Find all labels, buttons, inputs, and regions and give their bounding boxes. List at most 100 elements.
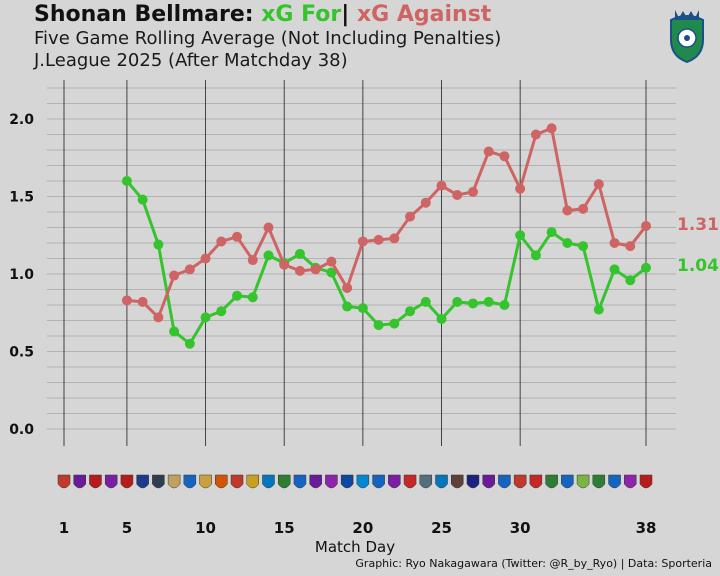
data-point bbox=[169, 326, 180, 337]
data-point bbox=[562, 205, 573, 216]
data-point bbox=[625, 275, 636, 286]
chart-subtitle-1: Five Game Rolling Average (Not Including… bbox=[34, 28, 502, 49]
data-point bbox=[263, 250, 274, 261]
opponent-badge-icon bbox=[262, 474, 275, 489]
opponent-badge-icon bbox=[513, 474, 527, 489]
data-point bbox=[546, 123, 557, 134]
data-point bbox=[153, 239, 164, 250]
opponent-badge-icon bbox=[624, 474, 637, 489]
opponent-badge-icon bbox=[104, 474, 118, 489]
series-line bbox=[126, 126, 648, 319]
y-tick-label: 0.0 bbox=[9, 422, 34, 438]
data-point bbox=[499, 300, 510, 310]
data-point bbox=[153, 312, 164, 323]
title-separator: | bbox=[341, 2, 350, 27]
data-point bbox=[499, 151, 510, 162]
data-point bbox=[641, 220, 651, 231]
data-point bbox=[121, 176, 132, 186]
data-point bbox=[530, 250, 541, 261]
data-point bbox=[342, 301, 353, 312]
data-point bbox=[200, 312, 211, 323]
data-point bbox=[342, 282, 353, 293]
data-point bbox=[546, 227, 557, 238]
data-point bbox=[593, 179, 604, 190]
data-point bbox=[121, 295, 132, 306]
x-tick-label: 15 bbox=[274, 519, 295, 537]
credit-text: Graphic: Ryo Nakagawara (Twitter: @R_by_… bbox=[355, 557, 712, 570]
data-point bbox=[405, 306, 416, 317]
data-point bbox=[326, 267, 337, 278]
data-point bbox=[232, 231, 243, 242]
opponent-badge-icon bbox=[230, 474, 244, 489]
opponent-badge-icon bbox=[529, 474, 543, 489]
opponent-badge-icon bbox=[576, 474, 590, 489]
x-axis-label: Match Day bbox=[314, 538, 396, 556]
data-point bbox=[420, 197, 431, 208]
x-tick-label: 38 bbox=[636, 519, 657, 537]
y-tick-label: 2.0 bbox=[9, 112, 34, 128]
data-point bbox=[184, 264, 195, 275]
data-point bbox=[247, 255, 258, 266]
opponent-badge-icon bbox=[561, 474, 574, 489]
x-tick-label: 30 bbox=[510, 519, 531, 537]
opponent-badge-icon bbox=[293, 474, 307, 489]
data-point bbox=[373, 234, 384, 245]
opponent-badge-icon bbox=[73, 474, 86, 489]
opponent-badge-icon bbox=[309, 474, 322, 489]
opponent-badge-icon bbox=[152, 474, 165, 489]
series-end-label: 1.31 bbox=[677, 215, 719, 235]
data-point bbox=[452, 189, 463, 200]
chart-subtitle-2: J.League 2025 (After Matchday 38) bbox=[34, 50, 348, 71]
title-xg-for: xG For bbox=[261, 2, 342, 27]
data-point bbox=[562, 238, 573, 248]
data-point bbox=[578, 203, 589, 214]
data-point bbox=[200, 253, 211, 264]
opponent-badge-icon bbox=[545, 474, 558, 489]
opponent-badge-icon bbox=[639, 474, 653, 489]
data-point bbox=[216, 236, 227, 247]
data-point bbox=[294, 265, 305, 276]
opponent-badge-icon bbox=[136, 474, 149, 489]
data-point bbox=[625, 241, 636, 252]
opponent-badge-icon bbox=[167, 474, 181, 489]
x-tick-label: 1 bbox=[59, 519, 69, 537]
opponent-badge-icon bbox=[419, 474, 433, 489]
series-end-label: 1.04 bbox=[677, 256, 719, 276]
y-tick-label: 0.5 bbox=[9, 345, 34, 361]
opponent-badge-icon bbox=[340, 474, 354, 489]
data-point bbox=[436, 180, 447, 191]
data-point bbox=[609, 264, 620, 275]
data-point bbox=[373, 320, 384, 331]
data-point bbox=[436, 313, 447, 324]
title-xg-against: xG Against bbox=[356, 2, 492, 27]
data-point bbox=[389, 318, 400, 329]
opponent-badge-icon bbox=[388, 474, 401, 489]
opponent-badge-icon bbox=[183, 474, 197, 489]
series-line bbox=[125, 180, 647, 346]
data-point bbox=[184, 338, 195, 349]
opponent-badge-icon bbox=[246, 474, 260, 489]
data-point bbox=[593, 304, 604, 315]
title-team: Shonan Bellmare: bbox=[34, 2, 254, 27]
data-point bbox=[405, 211, 416, 222]
data-point bbox=[483, 146, 494, 157]
x-tick-label: 25 bbox=[431, 519, 452, 537]
chart-title: Shonan Bellmare: xG For| xG Against bbox=[34, 2, 491, 27]
data-point bbox=[326, 256, 337, 267]
data-point bbox=[357, 303, 368, 314]
opponent-badge-icon bbox=[277, 474, 291, 489]
data-point bbox=[515, 230, 526, 241]
data-point bbox=[279, 259, 290, 270]
data-point bbox=[467, 298, 478, 309]
opponent-badge-icon bbox=[608, 474, 621, 489]
x-tick-label: 20 bbox=[352, 519, 373, 537]
data-point bbox=[137, 194, 148, 205]
opponent-badge-icon bbox=[325, 474, 338, 489]
data-point bbox=[515, 183, 526, 194]
opponent-badge-icon bbox=[199, 474, 212, 489]
data-point bbox=[216, 306, 227, 317]
data-point bbox=[420, 296, 431, 307]
opponent-badge-icon bbox=[435, 474, 448, 489]
opponent-badge-icon bbox=[498, 474, 511, 489]
data-point bbox=[137, 296, 148, 307]
